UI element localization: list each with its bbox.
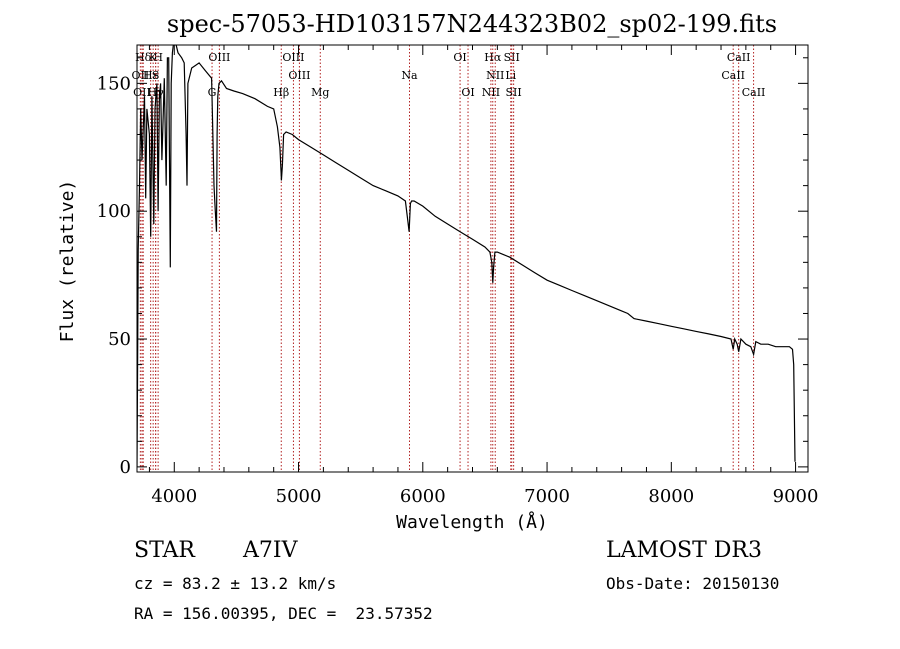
survey-name: LAMOST DR3 bbox=[606, 538, 762, 563]
axis-ticks: 4000 5000 6000 7000 8000 9000 0 50 100 150 bbox=[97, 45, 819, 507]
line-label: Hα bbox=[484, 51, 502, 64]
line-label: OI bbox=[453, 51, 466, 64]
line-label: NII bbox=[482, 86, 500, 99]
line-label: CaII bbox=[727, 51, 751, 64]
line-label: CaII bbox=[742, 86, 766, 99]
line-label: Hε bbox=[143, 69, 159, 82]
line-label: OII bbox=[133, 86, 151, 99]
chart-title: spec-57053-HD103157N244323B02_sp02-199.f… bbox=[167, 10, 777, 38]
line-label: Li bbox=[505, 69, 516, 82]
observation-date: Obs-Date: 20150130 bbox=[606, 574, 780, 593]
x-tick-label: 6000 bbox=[400, 486, 446, 507]
x-tick-label: 4000 bbox=[151, 486, 197, 507]
line-label: K bbox=[149, 51, 158, 64]
line-label: CaII bbox=[721, 69, 745, 82]
y-tick-label: 0 bbox=[120, 457, 131, 478]
plot-frame bbox=[136, 44, 809, 473]
line-label: OIII bbox=[288, 69, 310, 82]
line-label: Mg bbox=[311, 86, 329, 99]
ra-dec-coordinates: RA = 156.00395, DEC = 23.57352 bbox=[134, 604, 433, 623]
object-subclass: A7IV bbox=[243, 538, 298, 563]
redshift-velocity: cz = 83.2 ± 13.2 km/s bbox=[134, 574, 337, 593]
y-tick-label: 150 bbox=[97, 73, 131, 94]
y-axis-label: Flux (relative) bbox=[57, 180, 78, 343]
spectrum-line bbox=[137, 45, 796, 467]
line-label: Na bbox=[401, 69, 418, 82]
line-label: OIII bbox=[282, 51, 304, 64]
x-tick-label: 8000 bbox=[648, 486, 694, 507]
x-tick-label: 7000 bbox=[524, 486, 570, 507]
y-tick-label: 100 bbox=[97, 201, 131, 222]
line-label: Hβ bbox=[273, 86, 289, 99]
line-label: OII bbox=[131, 69, 149, 82]
object-class: STAR bbox=[134, 538, 195, 563]
line-label: OIII bbox=[208, 51, 230, 64]
y-tick-label: 50 bbox=[108, 329, 131, 350]
x-axis-label: Wavelength (Å) bbox=[396, 511, 548, 533]
line-label: SII bbox=[506, 86, 522, 99]
line-label: NII bbox=[486, 69, 504, 82]
line-label: H bbox=[153, 51, 163, 64]
line-label: SII bbox=[504, 51, 520, 64]
line-label: Hδ bbox=[135, 51, 152, 64]
line-label: S bbox=[152, 69, 160, 82]
spectrum-series bbox=[137, 45, 796, 467]
line-label: OI bbox=[461, 86, 474, 99]
x-tick-label: 5000 bbox=[276, 486, 322, 507]
x-tick-label: 9000 bbox=[773, 486, 819, 507]
